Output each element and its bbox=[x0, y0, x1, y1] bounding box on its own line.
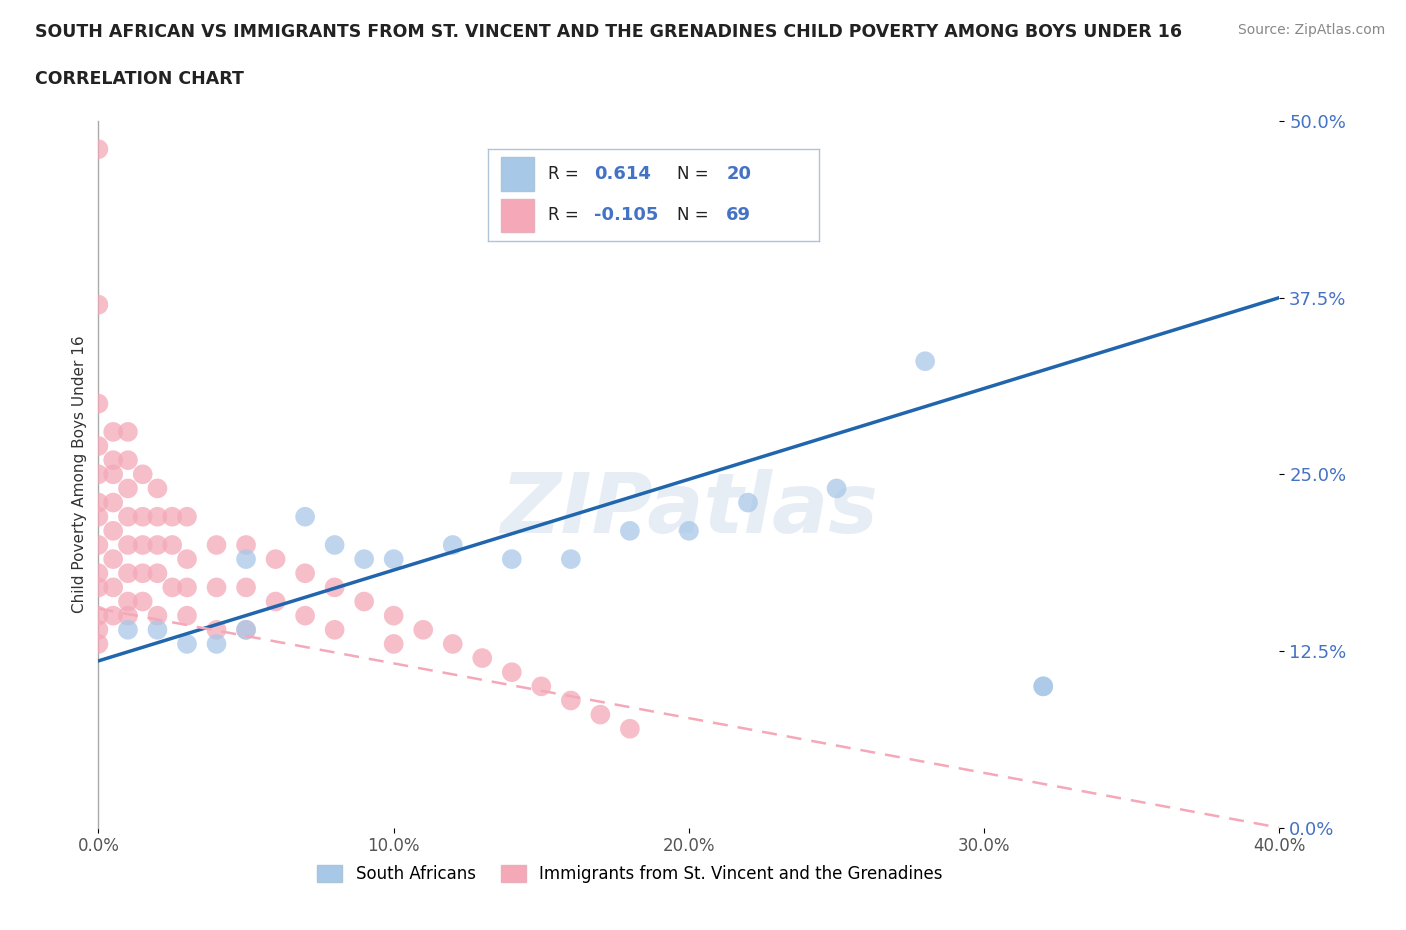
Point bbox=[530, 679, 553, 694]
Point bbox=[560, 551, 582, 566]
Point bbox=[132, 538, 155, 552]
Text: SOUTH AFRICAN VS IMMIGRANTS FROM ST. VINCENT AND THE GRENADINES CHILD POVERTY AM: SOUTH AFRICAN VS IMMIGRANTS FROM ST. VIN… bbox=[35, 23, 1182, 41]
Point bbox=[103, 495, 125, 510]
Point bbox=[132, 565, 155, 580]
Point bbox=[1032, 679, 1054, 694]
Point bbox=[619, 524, 641, 538]
Point bbox=[87, 580, 110, 595]
Point bbox=[441, 538, 464, 552]
Point bbox=[294, 565, 316, 580]
Point bbox=[323, 538, 346, 552]
Point bbox=[382, 608, 405, 623]
Point bbox=[146, 622, 169, 637]
Point bbox=[294, 510, 316, 525]
Point bbox=[294, 608, 316, 623]
Point bbox=[235, 538, 257, 552]
Point bbox=[146, 565, 169, 580]
Point bbox=[87, 538, 110, 552]
Point bbox=[176, 608, 198, 623]
Point bbox=[205, 636, 228, 651]
Point bbox=[382, 551, 405, 566]
Point bbox=[103, 524, 125, 538]
Point bbox=[737, 495, 759, 510]
Point bbox=[146, 481, 169, 496]
Point bbox=[353, 594, 375, 609]
Point bbox=[501, 551, 523, 566]
Point bbox=[87, 298, 110, 312]
Point bbox=[103, 580, 125, 595]
Point bbox=[103, 551, 125, 566]
Text: ZIPatlas: ZIPatlas bbox=[501, 469, 877, 551]
Point bbox=[103, 608, 125, 623]
Text: Source: ZipAtlas.com: Source: ZipAtlas.com bbox=[1237, 23, 1385, 37]
Point bbox=[146, 510, 169, 525]
Point bbox=[235, 622, 257, 637]
Point bbox=[589, 707, 612, 722]
Point bbox=[382, 636, 405, 651]
Point bbox=[162, 580, 183, 595]
Point bbox=[117, 565, 139, 580]
Y-axis label: Child Poverty Among Boys Under 16: Child Poverty Among Boys Under 16 bbox=[72, 336, 87, 613]
Point bbox=[162, 510, 183, 525]
Point bbox=[162, 538, 183, 552]
Point bbox=[117, 622, 139, 637]
Point bbox=[825, 481, 848, 496]
Point bbox=[87, 636, 110, 651]
Point bbox=[412, 622, 434, 637]
Point bbox=[103, 453, 125, 468]
Point bbox=[146, 608, 169, 623]
Point bbox=[235, 580, 257, 595]
Point bbox=[176, 636, 198, 651]
Point bbox=[323, 580, 346, 595]
Point bbox=[264, 551, 287, 566]
Point bbox=[914, 353, 936, 368]
Point bbox=[1032, 679, 1054, 694]
Point bbox=[132, 594, 155, 609]
Text: CORRELATION CHART: CORRELATION CHART bbox=[35, 70, 245, 87]
Point bbox=[235, 551, 257, 566]
Point bbox=[117, 608, 139, 623]
Point bbox=[87, 510, 110, 525]
Point bbox=[235, 622, 257, 637]
Point bbox=[176, 510, 198, 525]
Point bbox=[205, 580, 228, 595]
Point bbox=[87, 608, 110, 623]
Point bbox=[323, 622, 346, 637]
Point bbox=[117, 481, 139, 496]
Point bbox=[560, 693, 582, 708]
Point bbox=[441, 636, 464, 651]
Point bbox=[146, 538, 169, 552]
Point bbox=[117, 453, 139, 468]
Point bbox=[117, 424, 139, 439]
Point bbox=[87, 396, 110, 411]
Point bbox=[117, 538, 139, 552]
Point bbox=[87, 141, 110, 156]
Point bbox=[176, 580, 198, 595]
Point bbox=[619, 722, 641, 737]
Point bbox=[264, 594, 287, 609]
Point bbox=[87, 565, 110, 580]
Point bbox=[132, 510, 155, 525]
Point bbox=[87, 439, 110, 454]
Point bbox=[678, 524, 700, 538]
Point bbox=[132, 467, 155, 482]
Point bbox=[103, 424, 125, 439]
Point bbox=[103, 467, 125, 482]
Point bbox=[87, 495, 110, 510]
Legend: South Africans, Immigrants from St. Vincent and the Grenadines: South Africans, Immigrants from St. Vinc… bbox=[311, 858, 949, 890]
Point bbox=[117, 594, 139, 609]
Point bbox=[117, 510, 139, 525]
Point bbox=[501, 665, 523, 680]
Point bbox=[205, 622, 228, 637]
Point bbox=[205, 538, 228, 552]
Point bbox=[176, 551, 198, 566]
Point bbox=[87, 622, 110, 637]
Point bbox=[471, 651, 494, 666]
Point bbox=[87, 467, 110, 482]
Point bbox=[353, 551, 375, 566]
